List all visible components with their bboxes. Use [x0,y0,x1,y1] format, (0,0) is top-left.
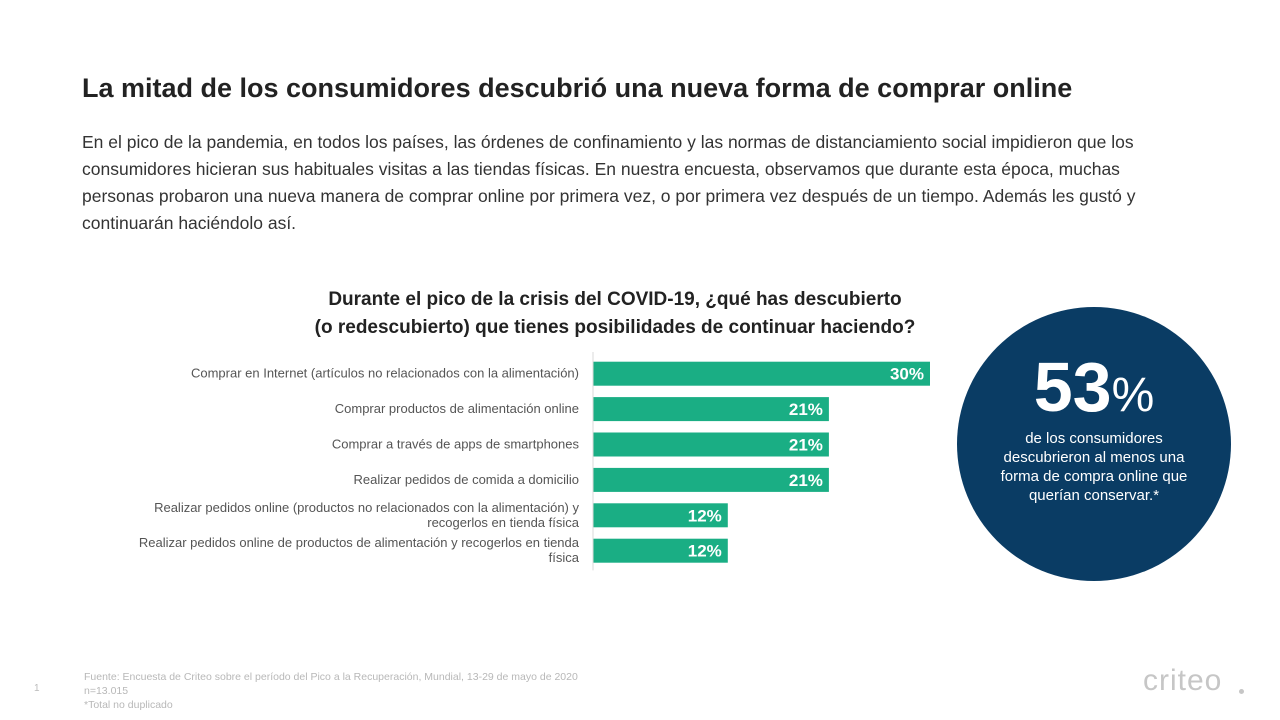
stat-caption: de los consumidores descubrieron al meno… [1000,430,1188,504]
category-label-5-line-1: Realizar pedidos online (productos no re… [154,500,579,515]
bar-value-label-3: 21% [789,436,823,455]
bar-6 [593,538,728,563]
bar-value-label-4: 21% [789,471,823,490]
bar-5 [593,503,728,528]
category-label-6-line-1: Realizar pedidos online de productos de … [139,535,580,550]
category-label-4-line-1: Realizar pedidos de comida a domicilio [354,472,579,487]
footnote-sample: n=13.015 [84,685,129,697]
slide-title: La mitad de los consumidores descubrió u… [82,73,1073,103]
category-label-3: Comprar a través de apps de smartphones [332,437,580,452]
category-label-5: Realizar pedidos online (productos no re… [154,500,580,530]
bar-value-label-1: 30% [890,365,924,384]
bar-value-label-2: 21% [789,400,823,419]
footnote-note: *Total no duplicado [84,699,173,711]
bar-value-label-5: 12% [688,506,722,525]
category-label-6-line-2: física [549,550,580,565]
criteo-logo: criteo [1143,664,1223,697]
category-label-2-line-1: Comprar productos de alimentación online [335,401,579,416]
stat-circle: 53% de los consumidores descubrieron al … [957,307,1231,581]
page-number: 1 [34,683,40,694]
stat-value: 53% [957,349,1231,434]
category-label-6: Realizar pedidos online de productos de … [139,535,580,565]
criteo-logo-dot [1239,689,1244,694]
stat-unit: % [1111,369,1155,422]
category-label-1-line-1: Comprar en Internet (artículos no relaci… [191,366,579,381]
bar-2 [593,397,829,422]
intro-paragraph: En el pico de la pandemia, en todos los … [82,132,1136,233]
chart-title-line-2: (o redescubierto) que tienes posibilidad… [314,317,916,338]
category-label-5-line-2: recogerlos en tienda física [427,515,580,530]
chart-title-line-1: Durante el pico de la crisis del COVID-1… [328,289,902,310]
footnote-source: Fuente: Encuesta de Criteo sobre el perí… [84,671,578,683]
bar-1 [593,361,930,386]
stat-number: 53 [1033,348,1112,426]
footnotes: Fuente: Encuesta de Criteo sobre el perí… [84,670,578,712]
bar-4 [593,467,829,492]
category-label-3-line-1: Comprar a través de apps de smartphones [332,437,580,452]
category-label-2: Comprar productos de alimentación online [335,401,579,416]
category-label-4: Realizar pedidos de comida a domicilio [354,472,579,487]
bar-3 [593,432,829,457]
bar-value-label-6: 12% [688,542,722,561]
category-label-1: Comprar en Internet (artículos no relaci… [191,366,579,381]
chart-title: Durante el pico de la crisis del COVID-1… [250,286,980,342]
